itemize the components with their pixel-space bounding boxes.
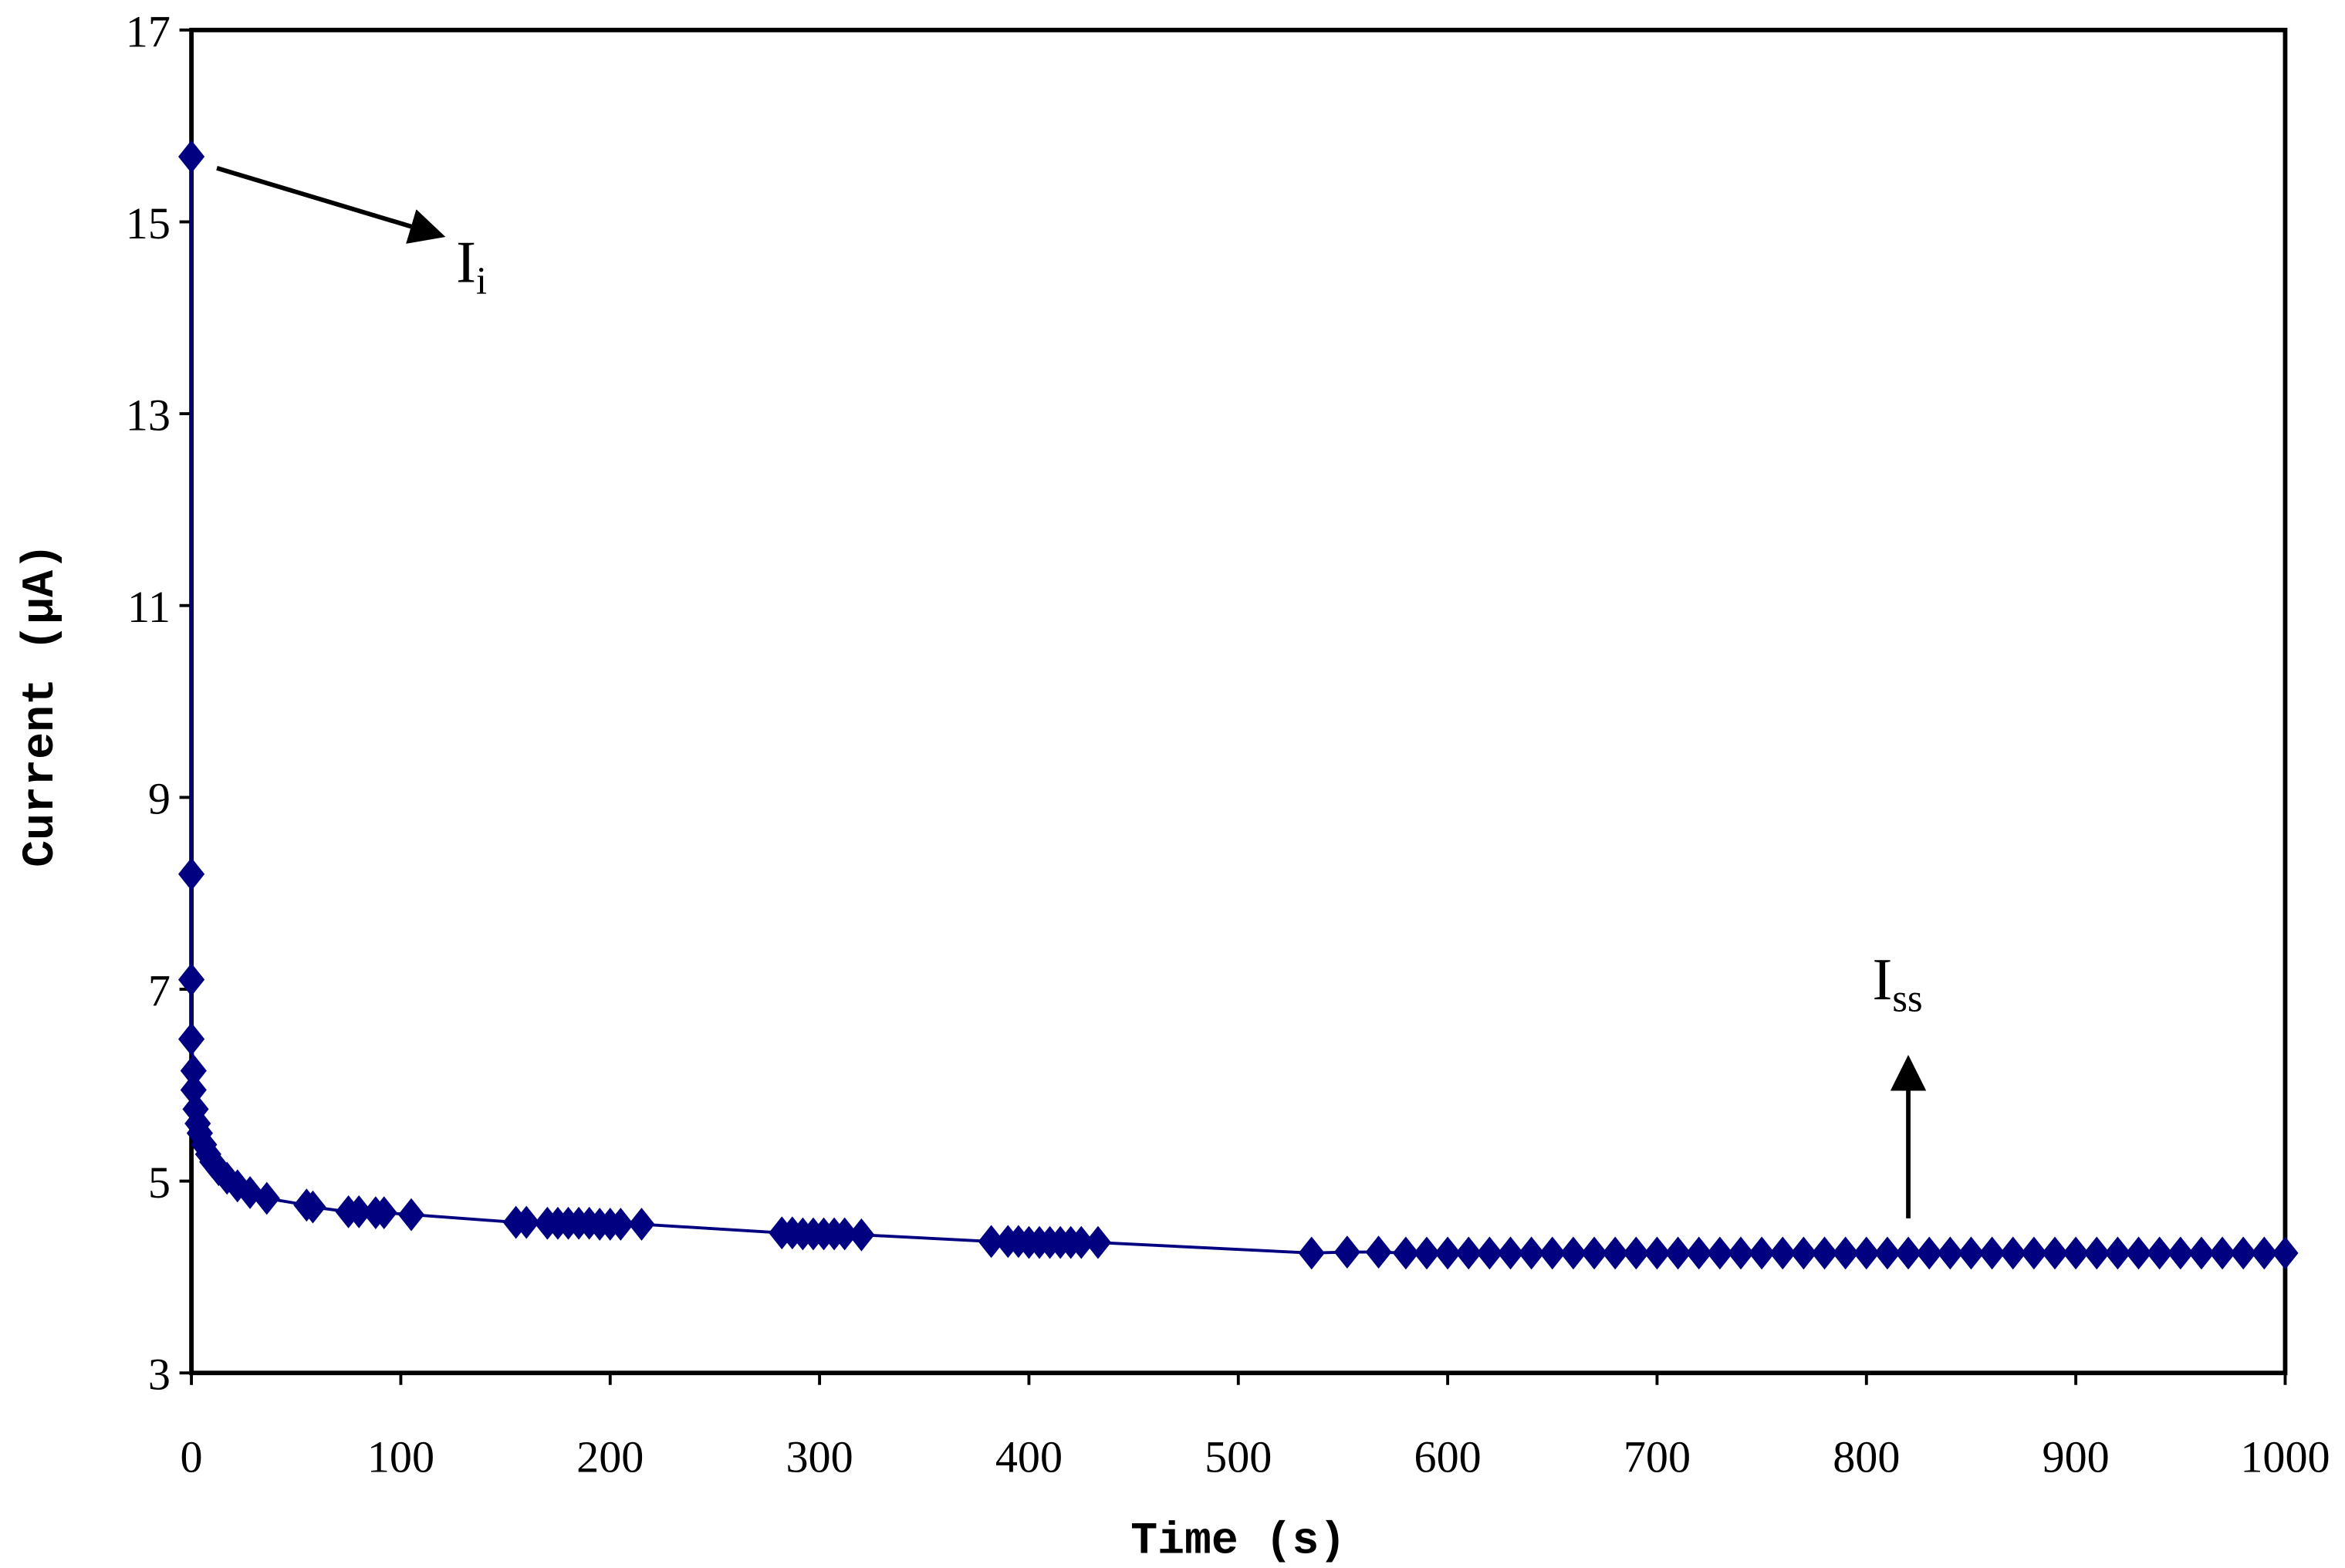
x-tick-label: 0 bbox=[181, 1431, 203, 1482]
data-point bbox=[178, 963, 205, 996]
data-point bbox=[1539, 1236, 1566, 1270]
data-point bbox=[1084, 1225, 1112, 1259]
data-point bbox=[2251, 1236, 2278, 1270]
x-tick-label: 900 bbox=[2043, 1431, 2110, 1482]
data-point bbox=[1602, 1236, 1629, 1270]
x-tick-label: 1000 bbox=[2240, 1431, 2330, 1482]
data-point bbox=[1413, 1236, 1441, 1270]
y-tick-label: 13 bbox=[126, 390, 171, 440]
data-point bbox=[1333, 1235, 1360, 1269]
data-point bbox=[1497, 1236, 1524, 1270]
y-tick-label: 5 bbox=[148, 1157, 171, 1208]
data-point bbox=[1978, 1236, 2005, 1270]
data-point bbox=[1749, 1236, 1776, 1270]
x-axis-title: Time (s) bbox=[1130, 1516, 1346, 1566]
x-tick-label: 500 bbox=[1205, 1431, 1272, 1482]
data-point bbox=[978, 1225, 1005, 1259]
data-point bbox=[1559, 1236, 1586, 1270]
data-point bbox=[1392, 1236, 1419, 1270]
y-tick-label: 7 bbox=[148, 965, 171, 1015]
y-axis-title: Current (μA) bbox=[16, 543, 66, 867]
data-point bbox=[1958, 1236, 1985, 1270]
data-point bbox=[2041, 1236, 2069, 1270]
y-tick-label: 15 bbox=[126, 198, 171, 248]
data-point bbox=[1623, 1236, 1650, 1270]
annotation: Iss bbox=[1873, 946, 1923, 1020]
annotation-text: I bbox=[1873, 946, 1893, 1012]
data-point bbox=[178, 1022, 205, 1056]
y-tick-label: 11 bbox=[127, 582, 171, 632]
data-point bbox=[253, 1181, 280, 1215]
data-point bbox=[1434, 1236, 1461, 1270]
data-point bbox=[1895, 1236, 1922, 1270]
data-point bbox=[607, 1208, 634, 1241]
data-line bbox=[190, 156, 2286, 1255]
data-point bbox=[848, 1218, 875, 1252]
data-point bbox=[1811, 1236, 1838, 1270]
x-tick-label: 400 bbox=[995, 1431, 1063, 1482]
data-point bbox=[1685, 1236, 1712, 1270]
annotation-sub: ss bbox=[1892, 977, 1922, 1020]
x-tick-label: 800 bbox=[1833, 1431, 1900, 1482]
y-tick-label: 9 bbox=[148, 774, 171, 824]
arrow bbox=[216, 165, 446, 244]
annotation-text: I bbox=[456, 228, 476, 295]
data-point bbox=[1298, 1236, 1325, 1270]
annotation-sub: i bbox=[476, 259, 487, 302]
data-point bbox=[1476, 1236, 1503, 1270]
x-tick-label: 100 bbox=[367, 1431, 434, 1482]
data-point bbox=[2104, 1236, 2131, 1270]
data-point bbox=[1068, 1225, 1095, 1259]
data-point bbox=[1706, 1236, 1733, 1270]
data-point bbox=[1455, 1236, 1482, 1270]
data-point bbox=[1916, 1236, 1943, 1270]
y-tick-label: 3 bbox=[148, 1350, 171, 1400]
data-point bbox=[224, 1169, 251, 1203]
data-point bbox=[2146, 1236, 2173, 1270]
data-point bbox=[831, 1217, 858, 1251]
data-point bbox=[1664, 1236, 1691, 1270]
data-point bbox=[370, 1196, 397, 1230]
data-point bbox=[1518, 1236, 1545, 1270]
data-point bbox=[1853, 1236, 1880, 1270]
data-point bbox=[1769, 1236, 1796, 1270]
data-point bbox=[2125, 1236, 2152, 1270]
annotation: Ii bbox=[456, 228, 487, 302]
plot-frame bbox=[189, 27, 2288, 1376]
data-point bbox=[397, 1198, 425, 1232]
data-point bbox=[1999, 1236, 2026, 1270]
y-tick-label: 17 bbox=[126, 6, 171, 56]
x-tick-label: 700 bbox=[1624, 1431, 1691, 1482]
x-tick-label: 200 bbox=[576, 1431, 644, 1482]
data-point bbox=[2209, 1236, 2236, 1270]
data-point bbox=[1832, 1236, 1859, 1270]
data-point bbox=[1365, 1235, 1392, 1269]
data-point bbox=[2188, 1236, 2215, 1270]
data-point bbox=[178, 857, 205, 891]
data-point bbox=[2272, 1236, 2299, 1270]
data-point bbox=[2063, 1236, 2090, 1270]
x-tick-label: 600 bbox=[1414, 1431, 1482, 1482]
data-point bbox=[178, 140, 205, 174]
data-point bbox=[182, 1092, 209, 1126]
x-tick-label: 300 bbox=[786, 1431, 853, 1482]
data-point bbox=[628, 1208, 655, 1241]
